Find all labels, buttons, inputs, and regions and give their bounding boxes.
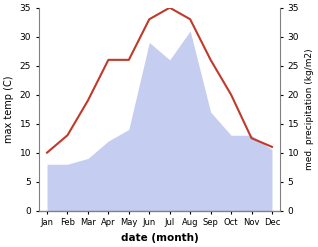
X-axis label: date (month): date (month) [121,233,198,243]
Y-axis label: max temp (C): max temp (C) [4,75,14,143]
Y-axis label: med. precipitation (kg/m2): med. precipitation (kg/m2) [305,48,314,170]
